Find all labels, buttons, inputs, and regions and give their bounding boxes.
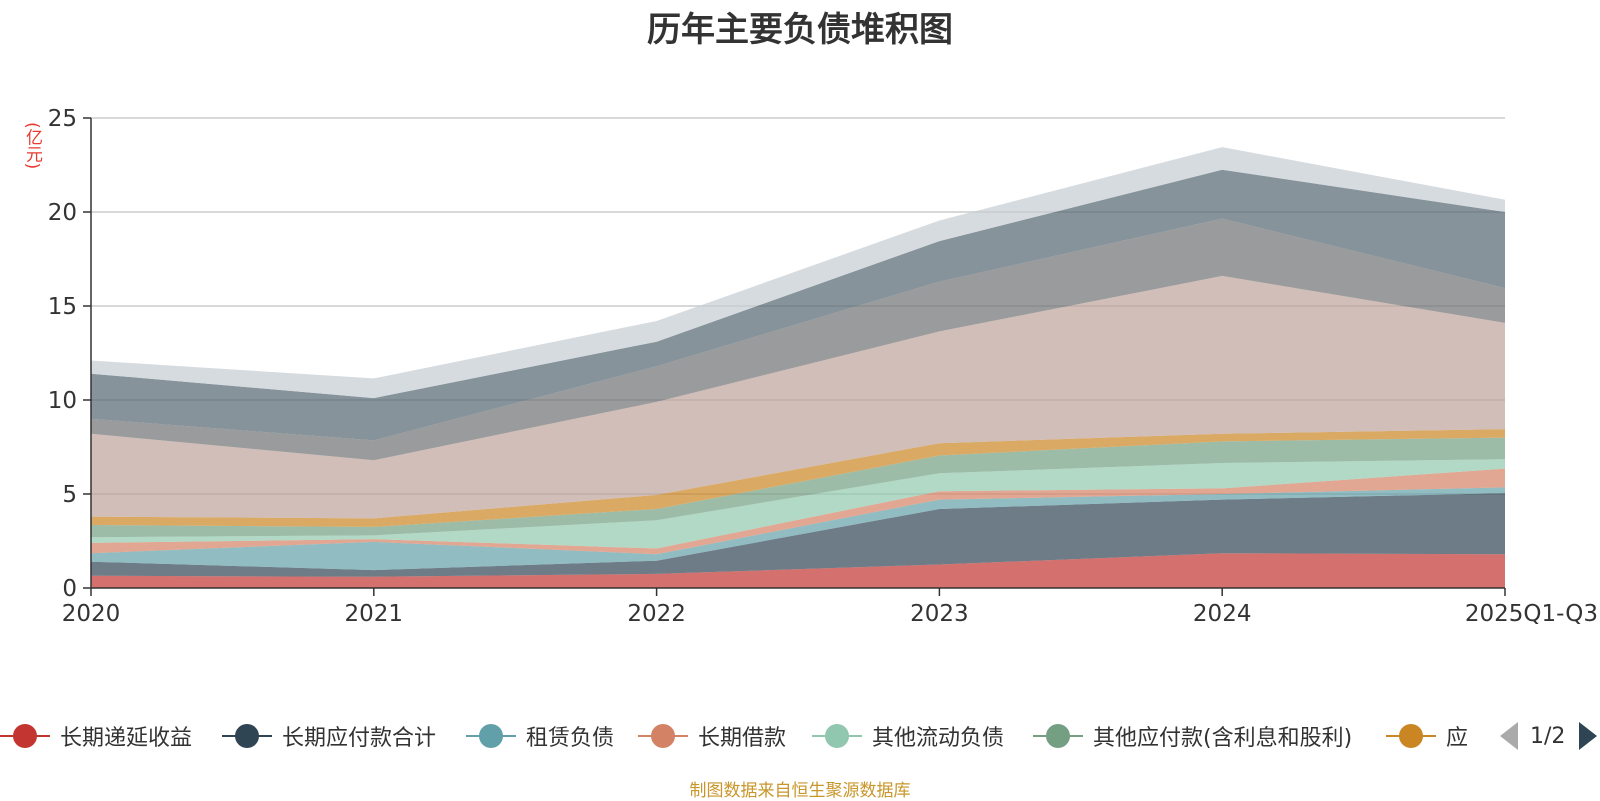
axes [83,117,1506,596]
legend-pager: 1/2 [1500,718,1598,754]
legend-label: 长期应付款合计 [282,726,437,751]
legend-marker-icon [466,723,516,749]
legend-marker-icon [1033,723,1083,749]
chart-legend: 长期递延收益 长期应付款合计 租赁负债 长期借款 其他流动负债 其他应付款(含利息和股利)… [0,718,1600,754]
legend-next-page-icon[interactable] [1579,722,1598,750]
legend-label: 应 [1446,726,1469,751]
x-tick-label: 2021 [345,601,404,627]
area-series-10[interactable] [91,169,1505,441]
legend-item[interactable]: 长期递延收益 [0,718,192,754]
area-series-layer [91,147,1505,588]
legend-marker-icon [222,723,272,749]
legend-item[interactable]: 其他流动负债 [812,718,1004,754]
legend-label: 长期借款 [698,726,787,751]
legend-label: 其他应付款(含利息和股利) [1093,726,1353,751]
stacked-area-chart: 0 5 10 15 20 25 2020 2021 2022 2023 2024 2025Q1-Q3 [48,106,1598,627]
legend-item[interactable]: 长期应付款合计 [222,718,436,754]
area-series-8[interactable] [91,275,1505,519]
area-series-9[interactable] [91,218,1505,461]
legend-marker-icon [812,723,862,749]
area-series-2[interactable] [91,493,1505,577]
area-series-11[interactable] [91,147,1505,399]
y-axis-unit-label: (亿元) [22,122,42,170]
legend-item[interactable]: 租赁负债 [466,718,614,754]
x-tick-label: 2022 [627,601,686,627]
tick-labels: 0 5 10 15 20 25 2020 2021 2022 2023 2024 2025Q1-Q3 [48,106,1598,627]
legend-marker-icon [638,723,688,749]
y-tick-label: 0 [62,576,77,602]
x-tick-label: 2024 [1193,601,1252,627]
area-series-3[interactable] [91,487,1505,571]
area-series-7[interactable] [91,429,1505,527]
area-series-6[interactable] [91,437,1505,538]
y-tick-label: 10 [48,388,77,414]
y-tick-label: 15 [48,294,77,320]
legend-item[interactable]: 其他应付款(含利息和股利) [1033,718,1352,754]
area-series-4[interactable] [91,468,1505,555]
x-tick-label: 2025Q1-Q3 [1465,601,1598,627]
chart-title: 历年主要负债堆积图 [647,10,953,50]
x-tick-label: 2020 [62,601,121,627]
legend-item[interactable]: 长期借款 [638,718,786,754]
legend-marker-icon [1386,723,1436,749]
legend-marker-icon [0,723,50,749]
legend-label: 其他流动负债 [872,726,1005,751]
legend-label: 租赁负债 [526,726,615,751]
area-series-5[interactable] [91,459,1505,549]
legend-label: 长期递延收益 [60,726,193,751]
y-tick-label: 20 [48,200,77,226]
y-tick-label: 5 [62,482,77,508]
legend-item[interactable]: 应 [1386,718,1468,754]
legend-prev-page-icon[interactable] [1500,722,1518,750]
data-source-note: 制图数据来自恒生聚源数据库 [689,781,911,801]
y-tick-label: 25 [48,106,77,132]
legend-page-indicator: 1/2 [1530,723,1566,749]
area-series-1[interactable] [91,553,1505,588]
x-tick-label: 2023 [910,601,969,627]
